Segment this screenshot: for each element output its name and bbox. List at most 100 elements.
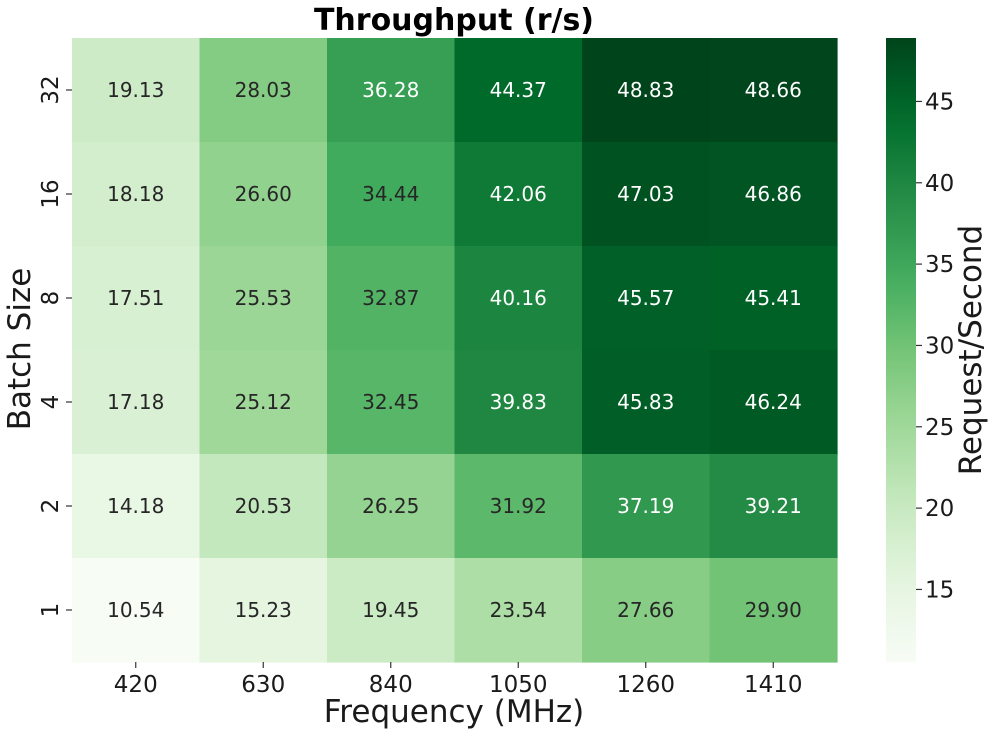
cell-value-label: 39.83	[490, 390, 547, 414]
heatmap-cell	[72, 350, 201, 455]
colorbar-tick-label: 20	[925, 496, 954, 522]
heatmap-cell	[582, 142, 711, 247]
x-tick-label: 630	[241, 672, 285, 698]
cell-value-label: 26.60	[235, 182, 292, 206]
heatmap-cell	[72, 142, 201, 247]
heatmap-cell	[199, 38, 328, 143]
cell-value-label: 46.24	[745, 390, 802, 414]
heatmap-cell	[582, 246, 711, 351]
y-axis-title: Batch Size	[2, 268, 38, 431]
cell-value-label: 47.03	[617, 182, 674, 206]
cell-value-label: 20.53	[235, 494, 292, 518]
cell-value-label: 25.53	[235, 286, 292, 310]
heatmap-cell-labels: 19.13 28.03 36.28 44.37 48.83 48.66 18.18 26.60…	[107, 78, 802, 622]
cell-value-label: 27.66	[617, 598, 674, 622]
heatmap-cell	[199, 246, 328, 351]
x-tick-label: 1410	[744, 672, 803, 698]
cell-value-label: 37.19	[617, 494, 674, 518]
x-tick-label: 420	[114, 672, 158, 698]
heatmap-cell	[709, 246, 838, 351]
cell-value-label: 19.45	[362, 598, 419, 622]
heatmap-cells	[72, 38, 838, 663]
x-tick-label: 1260	[616, 672, 675, 698]
heatmap-cell	[72, 558, 201, 663]
cell-value-label: 48.83	[617, 78, 674, 102]
cell-value-label: 15.23	[235, 598, 292, 622]
heatmap-cell	[709, 142, 838, 247]
x-tick-label: 840	[369, 672, 413, 698]
cell-value-label: 32.87	[362, 286, 419, 310]
heatmap-cell	[72, 454, 201, 559]
y-tick-label: 1	[38, 603, 64, 618]
cell-value-label: 19.13	[107, 78, 164, 102]
heatmap-cell	[454, 350, 583, 455]
heatmap-cell	[199, 142, 328, 247]
cell-value-label: 40.16	[490, 286, 547, 310]
cell-value-label: 25.12	[235, 390, 292, 414]
heatmap-cell	[454, 246, 583, 351]
cell-value-label: 28.03	[235, 78, 292, 102]
cell-value-label: 45.41	[745, 286, 802, 310]
cell-value-label: 32.45	[362, 390, 419, 414]
heatmap-cell	[582, 350, 711, 455]
heatmap-cell	[72, 38, 201, 143]
cell-value-label: 17.18	[107, 390, 164, 414]
colorbar-tick-label: 15	[925, 577, 954, 603]
colorbar-tick-label: 40	[925, 171, 954, 197]
y-tick-label: 16	[38, 179, 64, 208]
x-tick-label: 1050	[489, 672, 548, 698]
heatmap-cell	[582, 454, 711, 559]
heatmap-cell	[199, 558, 328, 663]
colorbar-tick-label: 35	[925, 252, 954, 278]
heatmap-cell	[709, 454, 838, 559]
heatmap-cell	[327, 38, 456, 143]
heatmap-cell	[327, 246, 456, 351]
cell-value-label: 34.44	[362, 182, 419, 206]
y-tick-label: 4	[38, 395, 64, 410]
colorbar-title: Request/Second	[953, 225, 989, 475]
colorbar-tick-label: 25	[925, 415, 954, 441]
heatmap-cell	[454, 454, 583, 559]
heatmap-cell	[72, 246, 201, 351]
y-tick-label: 32	[38, 75, 64, 104]
chart-title: Throughput (r/s)	[314, 3, 594, 38]
cell-value-label: 14.18	[107, 494, 164, 518]
heatmap-cell	[709, 350, 838, 455]
cell-value-label: 23.54	[490, 598, 547, 622]
cell-value-label: 46.86	[745, 182, 802, 206]
cell-value-label: 29.90	[745, 598, 802, 622]
heatmap-cell	[454, 142, 583, 247]
heatmap-cell	[709, 558, 838, 663]
heatmap-cell	[582, 38, 711, 143]
cell-value-label: 45.57	[617, 286, 674, 310]
heatmap-cell	[327, 454, 456, 559]
cell-value-label: 31.92	[490, 494, 547, 518]
cell-value-label: 36.28	[362, 78, 419, 102]
x-axis-ticks: 420 630 840 1050 1260 1410	[114, 662, 803, 698]
y-tick-label: 2	[38, 499, 64, 514]
heatmap-cell	[327, 350, 456, 455]
colorbar	[886, 38, 916, 662]
cell-value-label: 26.25	[362, 494, 419, 518]
cell-value-label: 10.54	[107, 598, 164, 622]
cell-value-label: 42.06	[490, 182, 547, 206]
heatmap-cell	[454, 38, 583, 143]
cell-value-label: 44.37	[490, 78, 547, 102]
heatmap-cell	[199, 454, 328, 559]
heatmap-cell	[454, 558, 583, 663]
heatmap-cell	[327, 142, 456, 247]
heatmap-cell	[709, 38, 838, 143]
y-axis-ticks: 32 16 8 4 2 1	[38, 75, 72, 617]
colorbar-tick-label: 30	[925, 333, 954, 359]
cell-value-label: 45.83	[617, 390, 674, 414]
cell-value-label: 39.21	[745, 494, 802, 518]
y-tick-label: 8	[38, 291, 64, 306]
cell-value-label: 17.51	[107, 286, 164, 310]
cell-value-label: 48.66	[745, 78, 802, 102]
x-axis-title: Frequency (MHz)	[324, 694, 585, 730]
heatmap-cell	[582, 558, 711, 663]
cell-value-label: 18.18	[107, 182, 164, 206]
colorbar-ticks: 15 20 25 30 35 40 45	[916, 89, 954, 603]
colorbar-tick-label: 45	[925, 89, 954, 115]
